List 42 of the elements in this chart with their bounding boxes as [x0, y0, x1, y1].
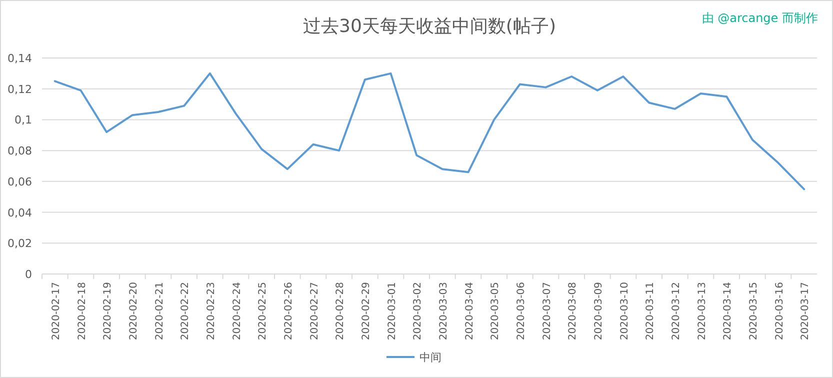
x-tick-label: 2020-02-18: [76, 282, 88, 340]
x-tick-label: 2020-03-15: [748, 282, 760, 340]
x-tick-label: 2020-02-23: [206, 282, 217, 340]
x-tick-label: 2020-02-24: [232, 282, 243, 340]
x-tick-label: 2020-02-26: [283, 282, 294, 340]
x-tick-label: 2020-03-05: [490, 282, 502, 340]
y-tick-label: 0,1: [14, 114, 32, 127]
x-tick-label: 2020-03-06: [516, 282, 527, 340]
x-tick-label: 2020-03-12: [670, 282, 682, 340]
x-tick-label: 2020-03-16: [774, 282, 786, 340]
x-tick-label: 2020-02-29: [360, 282, 372, 340]
x-tick-label: 2020-02-19: [102, 282, 114, 340]
x-tick-label: 2020-03-01: [386, 282, 398, 340]
x-tick-label: 2020-03-14: [722, 282, 734, 340]
y-tick-label: 0,06: [8, 175, 32, 188]
x-tick-label: 2020-03-13: [696, 282, 708, 340]
x-tick-label: 2020-02-25: [258, 282, 269, 340]
y-tick-label: 0,02: [8, 237, 32, 250]
x-tick-label: 2020-02-20: [128, 282, 140, 340]
x-tick-label: 2020-03-08: [568, 282, 579, 340]
chart-title: 过去30天每天收益中间数(帖子): [303, 16, 556, 37]
x-tick-label: 2020-02-17: [50, 282, 62, 340]
text: 由 @arcange 而制作: [702, 11, 818, 25]
x-tick-label: 2020-02-22: [180, 282, 192, 340]
x-tick-label: 2020-03-17: [800, 282, 812, 340]
y-tick-label: 0: [25, 268, 32, 281]
x-tick-label: 2020-03-09: [593, 282, 604, 340]
y-tick-label: 0,14: [8, 52, 32, 65]
y-tick-label: 0,04: [8, 206, 32, 220]
x-tick-label: 2020-02-21: [154, 282, 166, 340]
x-tick-label: 2020-03-10: [619, 282, 630, 340]
x-tick-label: 2020-02-28: [335, 282, 346, 340]
x-tick-label: 2020-03-11: [645, 282, 656, 340]
x-tick-label: 2020-02-27: [309, 282, 320, 340]
y-tick-label: 0,12: [8, 82, 32, 96]
x-tick-label: 2020-03-04: [464, 282, 476, 340]
line-series: [54, 72, 806, 190]
x-tick-label: 2020-03-07: [542, 282, 553, 340]
x-tick-label: 2020-03-03: [438, 282, 450, 340]
y-tick-label: 0,08: [8, 144, 32, 158]
legend-label: 中间: [420, 351, 442, 364]
x-tick-label: 2020-03-02: [412, 282, 424, 340]
